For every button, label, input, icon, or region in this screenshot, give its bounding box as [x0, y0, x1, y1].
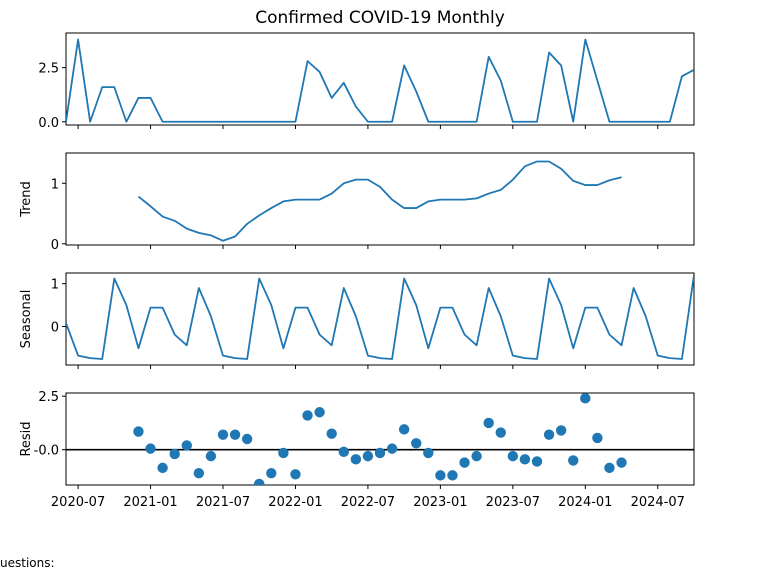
resid-point [229, 429, 241, 440]
resid-point [241, 433, 253, 445]
x-tick-label: 2021-01 [123, 495, 177, 510]
resid-point [447, 470, 458, 481]
x-tick-label: 2024-07 [631, 495, 685, 510]
resid-point [157, 462, 168, 474]
decomposition-figure: Confirmed COVID-19 Monthly 0.0 2.5 0 1 Trend… [19, 8, 695, 510]
series-trend [137, 160, 622, 242]
y-tick-label: -0.0 [34, 444, 59, 459]
y-axis-label: Trend [19, 181, 34, 218]
y-axis-label: Resid [19, 421, 34, 456]
series-seasonal [66, 275, 694, 360]
resid-point [459, 457, 470, 468]
resid-point [411, 438, 422, 449]
resid-point [507, 450, 519, 462]
resid-point [483, 417, 494, 429]
resid-point [326, 428, 337, 439]
x-tick-label: 2022-01 [268, 495, 322, 510]
resid-point [471, 450, 482, 462]
resid-point [398, 424, 410, 435]
resid-point [302, 410, 313, 421]
resid-point [580, 393, 591, 404]
x-tick-label: 2022-07 [341, 495, 395, 510]
y-tick-label: 0 [51, 320, 59, 335]
resid-point [543, 429, 555, 440]
resid-point [193, 468, 205, 479]
panel-frame [65, 32, 695, 126]
panel-frame [65, 272, 695, 366]
y-tick-label: 2.5 [38, 390, 59, 405]
panel-observed: 0.0 2.5 [38, 32, 695, 131]
resid-point [254, 478, 265, 485]
y-tick-label: 0.0 [38, 116, 59, 131]
resid-point [386, 443, 398, 454]
resid-point [592, 432, 603, 444]
resid-point [555, 425, 567, 436]
resid-point [181, 440, 192, 451]
resid-point [495, 427, 506, 438]
resid-point [423, 447, 434, 459]
resid-point [350, 454, 362, 465]
x-tick-label: 2024-01 [558, 495, 612, 510]
panel-frame [65, 392, 695, 486]
panel-frame [65, 152, 695, 246]
chart-title: Confirmed COVID-19 Monthly [255, 8, 505, 28]
resid-point [266, 468, 277, 479]
resid-point [616, 457, 627, 468]
resid-point [604, 462, 615, 474]
resid-point [169, 448, 180, 460]
resid-point [362, 450, 374, 462]
series-line-seasonal [66, 275, 694, 360]
resid-point [519, 454, 531, 465]
resid-point [568, 455, 579, 466]
panel-resid: -0.0 2.5 Resid [19, 390, 695, 489]
resid-point [217, 429, 229, 440]
y-tick-label: 1 [51, 278, 59, 293]
resid-point [145, 443, 156, 454]
resid-point [435, 470, 446, 481]
y-tick-label: 1 [51, 177, 59, 192]
y-tick-label: 2.5 [38, 62, 59, 77]
panel-trend: 0 1 Trend [19, 152, 695, 253]
y-tick-label: 0 [51, 238, 59, 253]
series-resid [133, 393, 627, 485]
y-axis-label: Seasonal [19, 290, 34, 349]
resid-point [338, 446, 349, 458]
resid-point [278, 447, 289, 459]
x-tick-label: 2023-07 [486, 495, 540, 510]
resid-point [133, 426, 144, 437]
footer-text: uestions: [0, 556, 55, 570]
series-line-observed [66, 38, 694, 123]
x-tick-label: 2023-01 [413, 495, 467, 510]
x-tick-label: 2021-07 [196, 495, 250, 510]
series-line-trend [137, 160, 622, 242]
resid-point [531, 456, 543, 467]
panel-seasonal: 0 1 Seasonal [19, 272, 695, 369]
series-observed [66, 38, 694, 123]
resid-point [374, 447, 386, 459]
resid-point [205, 450, 217, 462]
x-tick-label: 2020-07 [51, 495, 105, 510]
resid-point [314, 407, 325, 418]
resid-point [290, 469, 301, 480]
